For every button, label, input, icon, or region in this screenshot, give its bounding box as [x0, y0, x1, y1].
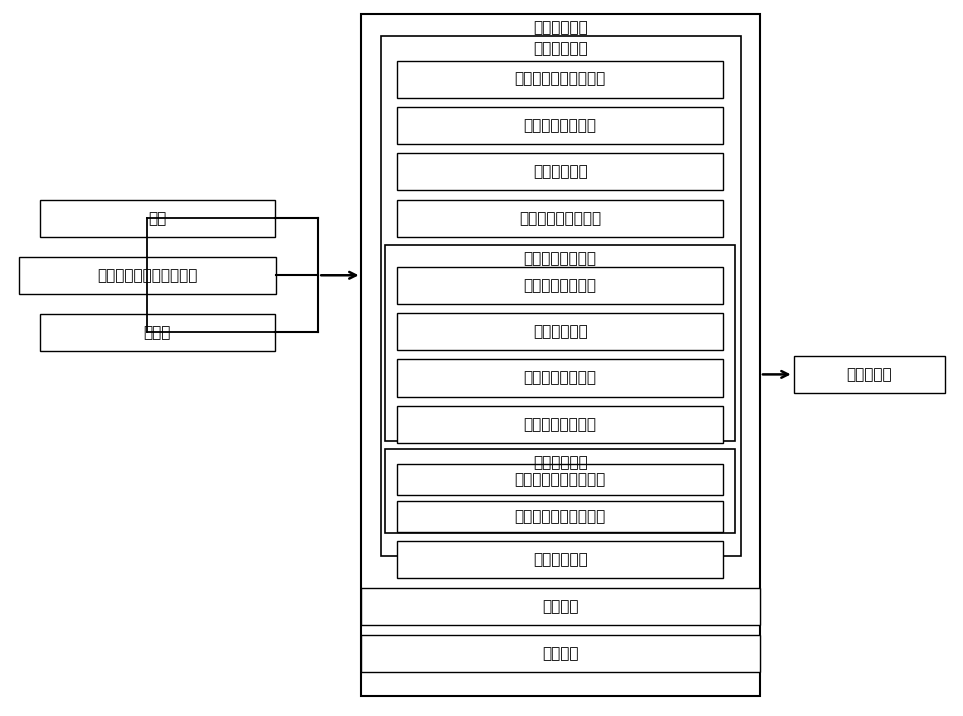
Bar — [385, 246, 735, 442]
Text: 智能机器人控制模块: 智能机器人控制模块 — [519, 211, 601, 226]
Bar — [397, 406, 723, 443]
Bar — [18, 257, 276, 294]
Text: 判断抓紧到位单元: 判断抓紧到位单元 — [524, 370, 597, 385]
Text: 移动抓取控制单元: 移动抓取控制单元 — [524, 278, 597, 293]
Text: 物料投放路线调用单元: 物料投放路线调用单元 — [514, 509, 606, 524]
Text: 物料分检系统: 物料分检系统 — [534, 42, 588, 57]
Text: 机床连接模块: 机床连接模块 — [533, 552, 587, 567]
Bar — [361, 14, 760, 696]
Text: 信息定位模块: 信息定位模块 — [533, 165, 587, 179]
Bar — [397, 200, 723, 237]
Text: 上层料道: 上层料道 — [542, 599, 579, 614]
Text: 下层料道: 下层料道 — [542, 646, 579, 661]
Bar — [397, 266, 723, 304]
Bar — [39, 200, 275, 237]
Bar — [361, 634, 760, 672]
Text: 路线调用单元: 路线调用单元 — [533, 455, 587, 470]
Text: 物料放置单元: 物料放置单元 — [533, 324, 587, 339]
Text: 物料分检装置: 物料分检装置 — [534, 20, 588, 35]
Bar — [39, 314, 275, 351]
Text: 物料抓取移动模块: 物料抓取移动模块 — [524, 251, 597, 266]
Bar — [397, 463, 723, 495]
Text: 智能机器人初始化单元: 智能机器人初始化单元 — [514, 72, 606, 87]
Bar — [397, 153, 723, 190]
Bar — [397, 359, 723, 397]
Bar — [361, 588, 760, 625]
Bar — [397, 541, 723, 579]
Bar — [397, 61, 723, 97]
Text: 机床: 机床 — [148, 211, 167, 226]
Bar — [397, 107, 723, 144]
Bar — [794, 356, 946, 393]
Bar — [397, 500, 723, 532]
Text: 确认料道入口处状态单元: 确认料道入口处状态单元 — [97, 268, 197, 283]
Bar — [397, 313, 723, 350]
Text: 物料抓取路线调用单元: 物料抓取路线调用单元 — [514, 472, 606, 487]
Bar — [385, 450, 735, 533]
Text: 料道状态判断模块: 料道状态判断模块 — [524, 118, 597, 133]
Text: 判断松开到位单元: 判断松开到位单元 — [524, 417, 597, 432]
Bar — [380, 36, 741, 556]
Text: 智能机器人: 智能机器人 — [846, 367, 893, 382]
Text: 打码机: 打码机 — [143, 325, 171, 340]
